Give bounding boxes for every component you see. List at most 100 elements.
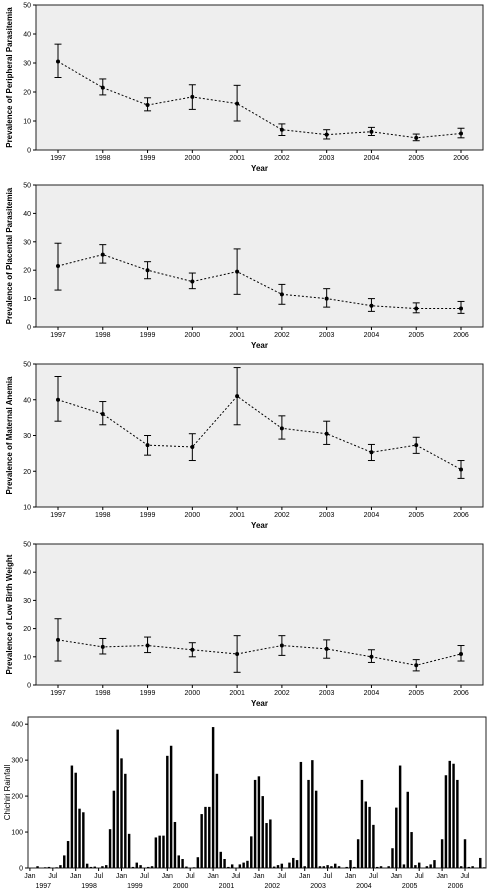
rain-bar-50: [219, 851, 222, 868]
x-tick-label-0: 1997: [50, 690, 66, 697]
y-tick-label-5: 50: [23, 183, 31, 190]
x-tick-label-6: 2003: [319, 332, 335, 339]
rain-bar-91: [376, 866, 379, 868]
rain-bar-59: [253, 779, 257, 868]
rain-bar-25: [124, 773, 127, 868]
x-tick-label-7: 2004: [364, 155, 380, 162]
y-axis-title: Prevalence of Low Birth Weight: [5, 554, 14, 674]
data-point-1: [100, 412, 105, 417]
rain-bar-88: [364, 801, 367, 868]
plot-area: [35, 543, 484, 686]
data-point-0: [56, 397, 60, 402]
rain-bar-118: [479, 857, 482, 868]
rain-bar-43: [192, 867, 196, 868]
y-tick-label-5: 50: [23, 542, 31, 549]
month-label-16: Jan: [391, 873, 402, 880]
chart-maternal-anemia: 10 20 30 40 50 1997 1998 1999 2000 2001 2002 2003 20…: [5, 362, 484, 530]
y-tick-label-0: 0: [19, 866, 23, 873]
year-label-7: 2004: [356, 883, 372, 890]
x-tick-label-4: 2001: [229, 332, 245, 339]
rain-bar-76: [318, 866, 322, 868]
x-tick-label-5: 2002: [274, 332, 290, 339]
rain-bar-23: [116, 729, 119, 868]
month-label-10: Jan: [253, 873, 264, 880]
rain-bar-14: [82, 812, 85, 868]
x-tick-label-3: 2000: [185, 512, 201, 519]
x-axis-title: Year: [251, 341, 268, 350]
rain-bar-48: [211, 727, 215, 868]
y-tick-label-0: 10: [23, 505, 31, 512]
y-tick-label-1: 100: [11, 830, 23, 837]
x-tick-label-4: 2001: [229, 512, 245, 519]
chart-peripheral-parasitemia: 0 10 20 30 40 50 1997 1998 1999 2000 2001 2002 2003 2…: [5, 3, 484, 173]
x-tick-label-8: 2005: [408, 332, 424, 339]
y-tick-label-1: 10: [23, 119, 31, 126]
y-tick-label-4: 40: [23, 570, 31, 577]
rain-bar-106: [433, 860, 436, 868]
rain-bar-33: [154, 837, 158, 868]
rain-bar-70: [295, 860, 299, 868]
rain-bar-58: [250, 836, 253, 868]
data-point-3: [190, 279, 195, 284]
rain-bar-5: [47, 866, 51, 868]
data-point-5: [279, 127, 284, 132]
x-tick-label-2: 1999: [140, 512, 156, 519]
rain-bar-83: [345, 866, 348, 868]
rain-bar-56: [242, 862, 245, 868]
rain-bar-20: [105, 865, 108, 868]
rain-bar-72: [303, 866, 306, 868]
rain-bar-75: [314, 790, 318, 868]
month-label-3: Jul: [94, 873, 103, 880]
rain-bar-115: [467, 866, 471, 868]
rain-bar-29: [139, 865, 142, 868]
data-point-9: [459, 306, 463, 311]
rain-bar-113: [459, 866, 463, 868]
rain-bar-90: [372, 824, 375, 868]
rain-bar-39: [177, 855, 180, 868]
y-tick-label-4: 40: [23, 211, 31, 218]
rain-bar-69: [292, 857, 295, 868]
x-tick-label-2: 1999: [140, 690, 156, 697]
x-tick-label-1: 1998: [95, 332, 111, 339]
y-tick-label-4: 400: [11, 722, 23, 729]
y-tick-label-0: 0: [27, 148, 31, 155]
data-point-1: [100, 85, 105, 90]
data-point-2: [145, 643, 150, 648]
rain-bar-68: [288, 862, 291, 868]
data-point-2: [145, 268, 150, 273]
y-axis-title: Prevalence of Peripheral Parasitemia: [5, 7, 14, 148]
y-tick-label-3: 30: [23, 598, 31, 605]
data-point-3: [190, 647, 195, 652]
x-tick-label-0: 1997: [50, 332, 66, 339]
rain-bar-84: [349, 860, 352, 868]
rain-bar-28: [135, 862, 138, 868]
month-label-2: Jan: [70, 873, 81, 880]
rain-bar-109: [444, 775, 448, 868]
y-tick-label-4: 50: [23, 362, 31, 369]
series-line: [57, 61, 462, 139]
rain-bar-38: [173, 821, 177, 868]
rain-bar-60: [257, 776, 261, 868]
y-tick-label-2: 20: [23, 268, 31, 275]
rain-bar-100: [410, 832, 413, 868]
rain-bar-49: [215, 773, 219, 868]
rain-bar-15: [85, 863, 89, 868]
rain-bar-110: [448, 760, 451, 868]
rain-bar-74: [311, 760, 314, 868]
rain-bar-57: [246, 860, 249, 868]
x-tick-label-2: 1999: [140, 155, 156, 162]
y-tick-label-1: 10: [23, 654, 31, 661]
rain-bar-96: [395, 807, 398, 868]
year-label-8: 2005: [402, 883, 418, 890]
x-tick-label-6: 2003: [319, 155, 335, 162]
rain-bar-101: [414, 865, 417, 868]
y-tick-label-3: 40: [23, 397, 31, 404]
data-point-2: [145, 103, 150, 108]
data-point-9: [459, 651, 463, 656]
rain-bar-46: [204, 806, 207, 868]
rain-bar-17: [93, 866, 97, 868]
rain-bar-85: [353, 866, 356, 868]
y-tick-label-1: 10: [23, 296, 31, 303]
rain-bar-78: [326, 865, 329, 868]
rain-bar-105: [429, 864, 432, 868]
